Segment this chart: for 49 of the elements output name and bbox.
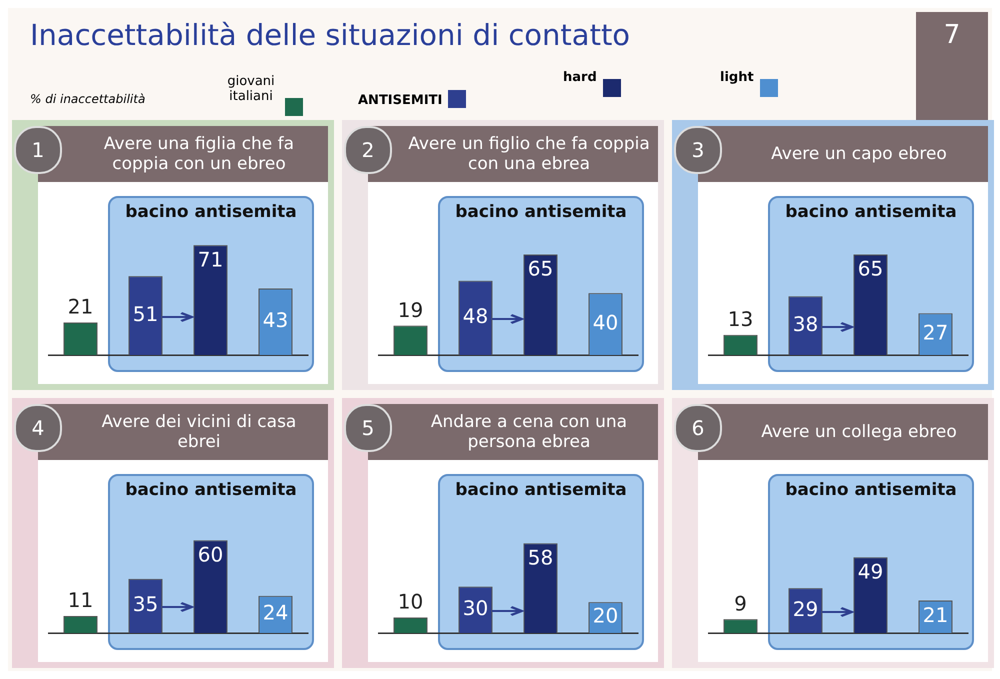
chart-title: Avere un capo ebreo xyxy=(771,144,947,164)
text: % di inaccettabilità xyxy=(30,92,146,106)
text: bacino antisemita xyxy=(124,480,298,500)
text: bacino antisemita xyxy=(784,202,958,222)
data-label: 71 xyxy=(198,247,224,272)
text: 3 xyxy=(674,126,722,174)
data-label: 21 xyxy=(68,294,94,319)
data-label: 24 xyxy=(262,600,288,625)
text: 5 xyxy=(344,404,392,452)
text: bacino antisemita xyxy=(454,202,628,222)
chart-title: Andare a cena con una persona ebrea xyxy=(430,412,628,452)
data-label: 21 xyxy=(922,602,948,627)
text: 6 xyxy=(674,404,722,452)
data-label: 65 xyxy=(528,256,554,281)
data-label: 43 xyxy=(262,308,288,332)
data-label: 29 xyxy=(792,596,818,621)
chart-title: Avere un collega ebreo xyxy=(761,422,957,442)
data-label: 51 xyxy=(132,302,158,326)
data-label: 40 xyxy=(592,310,618,334)
text: bacino antisemita xyxy=(124,202,298,222)
chart-title: Avere una figlia che fa coppia con un ebreo xyxy=(102,134,296,174)
text: ANTISEMITI xyxy=(358,93,442,108)
data-label: 49 xyxy=(858,559,884,584)
data-label: 30 xyxy=(462,596,488,620)
text: Inaccettabilità delle situazioni di contatto xyxy=(30,18,630,52)
text: giovani italiani xyxy=(226,74,276,104)
data-label: 9 xyxy=(734,591,747,616)
data-label: 19 xyxy=(398,298,424,322)
data-label: 60 xyxy=(198,542,224,566)
chart-title: Avere un figlio che fa coppia con una ebrea xyxy=(408,134,650,174)
text: bacino antisemita xyxy=(784,480,958,500)
data-label: 13 xyxy=(728,307,754,332)
chart-title: Avere dei vicini di casa ebrei xyxy=(100,412,298,452)
text: hard xyxy=(563,70,597,85)
data-label: 35 xyxy=(132,592,158,616)
data-label: 27 xyxy=(922,320,948,344)
text: 7 xyxy=(916,12,988,120)
data-label: 10 xyxy=(398,590,424,614)
text: light xyxy=(720,70,754,85)
data-label: 11 xyxy=(68,588,94,612)
data-label: 20 xyxy=(592,604,618,628)
data-label: 58 xyxy=(528,545,554,570)
text: 1 xyxy=(14,126,62,174)
data-label: 48 xyxy=(462,304,488,328)
text: 2 xyxy=(344,126,392,174)
text: bacino antisemita xyxy=(454,480,628,500)
data-label: 38 xyxy=(792,312,818,336)
data-label: 65 xyxy=(858,256,884,281)
text: 4 xyxy=(14,404,62,452)
